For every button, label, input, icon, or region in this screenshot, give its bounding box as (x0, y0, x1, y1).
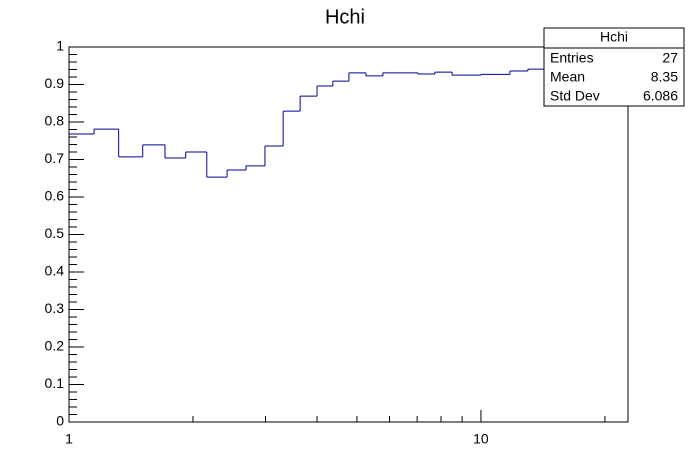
chart-title: Hchi (325, 6, 365, 28)
x-tick-label: 1 (65, 431, 73, 447)
stats-value: 6.086 (643, 88, 678, 104)
y-tick-label: 0.8 (45, 113, 65, 129)
y-tick-label: 0.2 (45, 338, 65, 354)
y-tick-label: 0.3 (45, 300, 65, 316)
stats-label: Entries (550, 50, 594, 66)
stats-value: 8.35 (651, 69, 678, 85)
y-tick-label: 0.5 (45, 225, 65, 241)
stats-label: Std Dev (550, 88, 600, 104)
stats-title: Hchi (600, 29, 628, 45)
y-tick-label: 0.7 (45, 150, 65, 166)
y-tick-label: 0.1 (45, 375, 65, 391)
stats-box (543, 27, 685, 107)
x-tick-label: 10 (473, 431, 489, 447)
y-tick-label: 0.4 (45, 263, 65, 279)
y-tick-label: 0.6 (45, 188, 65, 204)
y-tick-label: 0.9 (45, 75, 65, 91)
y-tick-label: 0 (56, 413, 64, 429)
y-tick-label: 1 (56, 38, 64, 54)
stats-value: 27 (662, 50, 678, 66)
stats-label: Mean (550, 69, 585, 85)
